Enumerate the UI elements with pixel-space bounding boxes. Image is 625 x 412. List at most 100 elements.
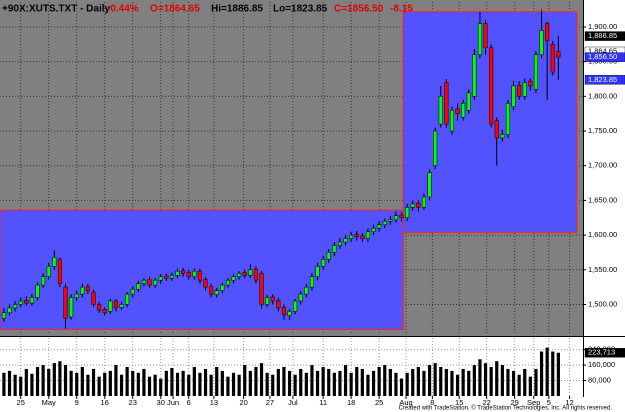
volume-bar	[444, 368, 448, 396]
x-tick-label: Jul	[288, 398, 298, 407]
candle-body	[57, 259, 62, 284]
volume-bar	[103, 372, 107, 396]
candle-body	[466, 92, 471, 111]
price-marker-label: 1,823.85	[588, 75, 617, 84]
x-tick-label: 20	[239, 398, 247, 407]
volume-bar	[349, 372, 353, 396]
candle-body	[231, 276, 236, 281]
volume-axis	[584, 337, 625, 397]
candle-body	[281, 307, 286, 316]
candle-body	[192, 270, 197, 277]
volume-bar	[271, 374, 275, 396]
candle-body	[326, 252, 331, 260]
candle-body	[220, 284, 225, 291]
y-tick-label: 1,750.00	[588, 126, 617, 135]
candle-body	[209, 286, 214, 295]
y-tick-label: 1,500.00	[588, 299, 617, 308]
x-tick-label: 11	[319, 398, 327, 407]
candle-body	[69, 297, 74, 318]
volume-bar	[276, 368, 280, 396]
candle-body	[343, 238, 348, 243]
x-tick-label: 25	[17, 398, 25, 407]
volume-bar	[131, 370, 135, 396]
candle-body	[181, 270, 186, 274]
volume-bar	[310, 365, 314, 396]
candle-body	[365, 231, 370, 239]
candle-body	[500, 134, 505, 139]
candle-body	[153, 279, 158, 286]
volume-bar	[338, 370, 342, 396]
candle-body	[382, 220, 387, 225]
candle-body	[169, 275, 174, 279]
candle-body	[287, 311, 292, 316]
candle-body	[175, 270, 180, 276]
volume-bar	[231, 372, 236, 396]
volume-bar	[35, 367, 40, 396]
candle-body	[304, 286, 309, 295]
header-item: C=1856.50	[334, 4, 384, 15]
header-item: O=1864.65	[150, 4, 200, 15]
candle-body	[517, 85, 522, 97]
y-tick-label: 160,000	[588, 360, 615, 369]
volume-bar	[30, 373, 34, 396]
header-item: +90X:XUTS.TXT - Daily	[2, 4, 111, 15]
volume-bar	[551, 351, 555, 396]
candle-body	[533, 54, 539, 90]
volume-bar	[52, 363, 56, 396]
candle-body	[186, 272, 191, 277]
candle-body	[214, 290, 219, 296]
header-item: -8.15	[390, 4, 413, 15]
candle-body	[438, 96, 443, 125]
x-tick-label: 12	[565, 398, 573, 407]
x-tick-label: 5	[547, 398, 551, 407]
price-marker	[584, 31, 625, 41]
volume-bar	[534, 368, 538, 396]
volume-bar	[500, 365, 504, 396]
candle-body	[461, 103, 466, 118]
volume-bar	[119, 374, 124, 396]
volume-bar	[433, 363, 437, 396]
candle-body	[265, 297, 270, 305]
candle-body	[377, 224, 382, 229]
candle-body	[270, 296, 275, 302]
volume-bar	[472, 365, 476, 396]
volume-bar	[556, 352, 560, 396]
candle-body	[130, 288, 135, 295]
volume-bar	[147, 376, 152, 396]
candle-body	[164, 275, 169, 279]
volume-bar	[187, 374, 191, 396]
x-tick-label: 6	[187, 398, 191, 407]
candle-body	[477, 23, 483, 55]
candle-body	[489, 47, 494, 125]
candle-body	[309, 276, 314, 288]
volume-bar	[153, 374, 157, 396]
candle-body	[225, 279, 230, 286]
candle-body	[455, 108, 460, 114]
candle-body	[253, 268, 258, 281]
x-tick-label: 18	[347, 398, 355, 407]
candle-body	[29, 297, 34, 304]
volume-bar	[517, 374, 521, 396]
volume-bar	[203, 368, 208, 396]
y-tick-label: 1,900.00	[588, 22, 617, 31]
volume-bar	[108, 370, 112, 396]
y-tick-label: 80,000	[588, 376, 611, 385]
candle-body	[427, 172, 432, 198]
volume-bar	[63, 365, 68, 396]
candle-body	[545, 23, 550, 42]
y-tick-label: 1,650.00	[588, 195, 617, 204]
volume-bar	[483, 363, 488, 396]
candle-body	[293, 300, 298, 312]
volume-bar	[75, 372, 79, 396]
volume-bar	[360, 368, 364, 396]
x-tick-label: Aug	[399, 398, 412, 407]
volume-bar	[259, 363, 264, 396]
x-tick-label: 9	[75, 398, 79, 407]
volume-bar	[136, 372, 140, 396]
candle-body	[35, 284, 40, 298]
volume-bar	[125, 367, 129, 396]
x-tick-label: 27	[266, 398, 274, 407]
candle-body	[416, 202, 421, 208]
volume-bar	[539, 351, 544, 396]
volume-bar	[422, 370, 426, 396]
